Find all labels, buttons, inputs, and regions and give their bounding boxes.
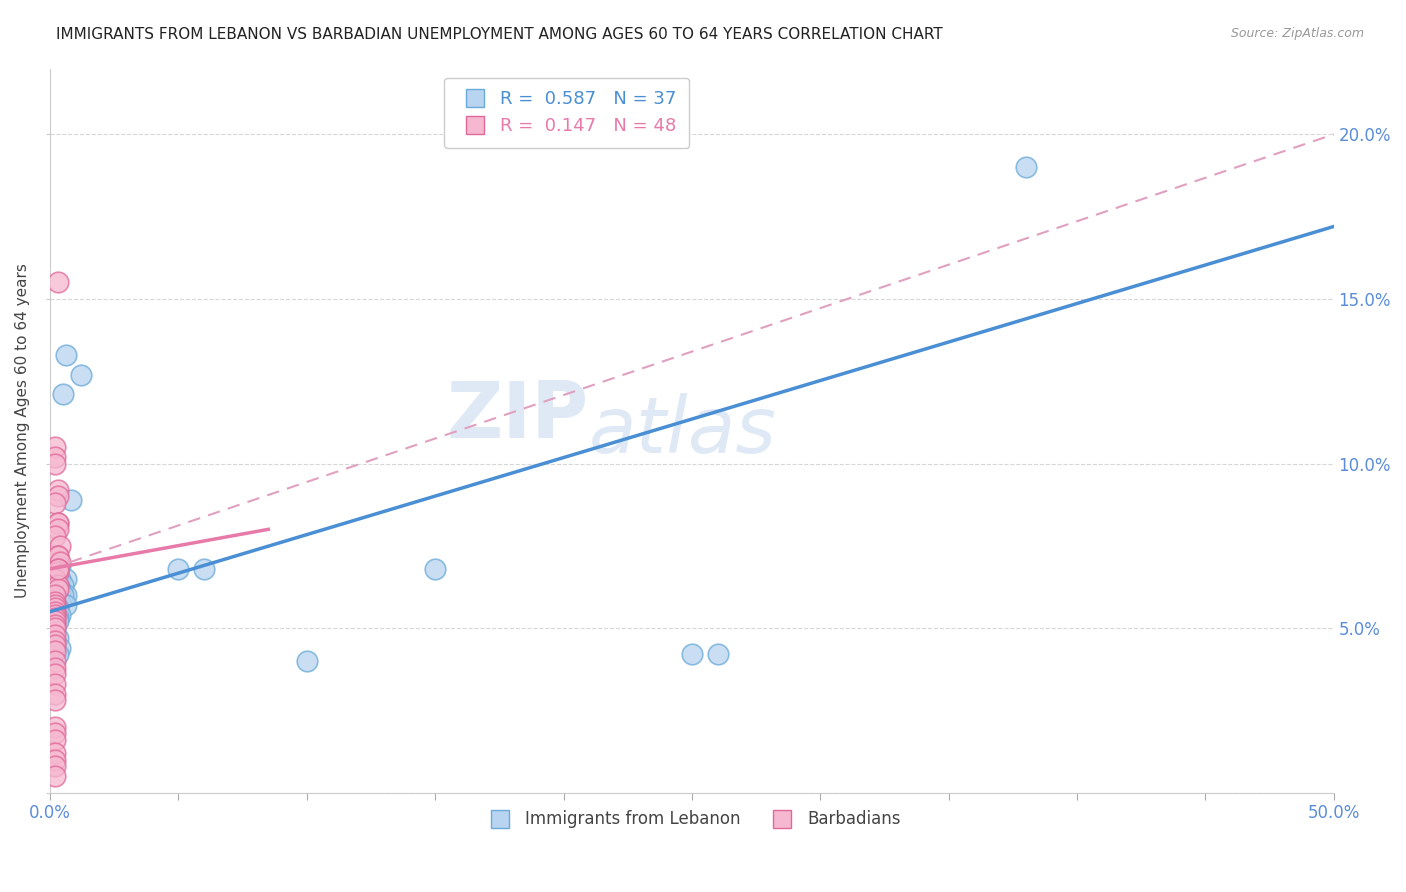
Point (44, 654, 66, 668)
Legend: Immigrants from Lebanon, Barbadians: Immigrants from Lebanon, Barbadians (477, 804, 907, 835)
Point (44, 687, 66, 701)
Point (44, 667, 66, 681)
Point (295, 654, 318, 668)
Point (193, 562, 215, 576)
Point (44, 634, 66, 648)
Point (46, 631, 69, 645)
Point (44, 607, 66, 622)
Point (46, 516, 69, 530)
Point (46, 578, 69, 592)
Point (681, 648, 703, 662)
Point (44, 595, 66, 609)
Point (44, 496, 66, 510)
Point (44, 638, 66, 652)
Point (425, 562, 447, 576)
Point (55, 348, 77, 362)
Point (46, 562, 69, 576)
Point (46, 516, 69, 530)
Point (49, 582, 72, 596)
Text: Source: ZipAtlas.com: Source: ZipAtlas.com (1230, 27, 1364, 40)
Point (46, 558, 69, 573)
Point (46, 595, 69, 609)
Point (44, 617, 66, 632)
Point (52, 588, 75, 602)
Point (1014, 161, 1036, 175)
Text: atlas: atlas (589, 392, 778, 468)
Point (55, 588, 77, 602)
Point (44, 621, 66, 635)
Point (46, 648, 69, 662)
Point (46, 582, 69, 596)
Point (46, 522, 69, 536)
Point (44, 628, 66, 642)
Point (44, 440, 66, 454)
Point (55, 598, 77, 612)
Point (70, 368, 93, 382)
Point (44, 720, 66, 734)
Point (46, 549, 69, 563)
Point (46, 611, 69, 625)
Point (44, 769, 66, 783)
Point (44, 529, 66, 543)
Point (44, 457, 66, 471)
Point (46, 549, 69, 563)
Text: IMMIGRANTS FROM LEBANON VS BARBADIAN UNEMPLOYMENT AMONG AGES 60 TO 64 YEARS CORR: IMMIGRANTS FROM LEBANON VS BARBADIAN UNE… (56, 27, 943, 42)
Point (44, 726, 66, 740)
Point (46, 582, 69, 596)
Point (49, 607, 72, 622)
Point (44, 572, 66, 586)
Point (49, 539, 72, 553)
Point (44, 598, 66, 612)
Point (44, 677, 66, 691)
Point (46, 605, 69, 619)
Point (44, 588, 66, 602)
Point (167, 562, 190, 576)
Point (706, 648, 728, 662)
Point (44, 605, 66, 619)
Point (44, 644, 66, 658)
Point (44, 759, 66, 773)
Y-axis label: Unemployment Among Ages 60 to 64 years: Unemployment Among Ages 60 to 64 years (15, 263, 30, 598)
Point (52, 578, 75, 592)
Point (52, 387, 75, 401)
Point (44, 450, 66, 464)
Point (46, 615, 69, 629)
Point (46, 490, 69, 504)
Point (46, 558, 69, 573)
Text: ZIP: ZIP (447, 378, 589, 454)
Point (44, 601, 66, 615)
Point (46, 572, 69, 586)
Point (44, 693, 66, 707)
Point (59, 492, 82, 507)
Point (44, 644, 66, 658)
Point (44, 634, 66, 648)
Point (49, 595, 72, 609)
Point (44, 621, 66, 635)
Point (44, 733, 66, 747)
Point (49, 572, 72, 586)
Point (55, 572, 77, 586)
Point (49, 558, 72, 573)
Point (44, 615, 66, 629)
Point (46, 601, 69, 615)
Point (49, 640, 72, 655)
Point (46, 562, 69, 576)
Point (49, 555, 72, 569)
Point (46, 483, 69, 497)
Point (44, 611, 66, 625)
Point (49, 588, 72, 602)
Point (46, 276, 69, 290)
Point (44, 746, 66, 760)
Point (46, 565, 69, 579)
Point (44, 660, 66, 674)
Point (44, 753, 66, 767)
